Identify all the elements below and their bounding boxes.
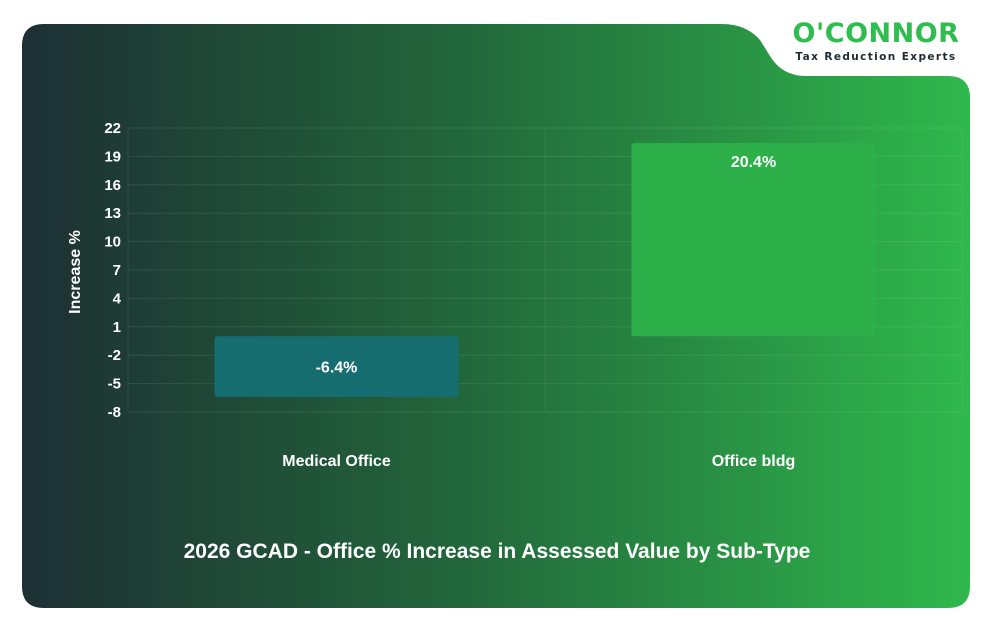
chart-title: 2026 GCAD - Office % Increase in Assesse…: [183, 540, 811, 563]
y-tick-label: 1: [113, 319, 121, 336]
y-tick-label: 16: [104, 177, 121, 194]
y-tick-label: 22: [104, 120, 121, 137]
brand-logo: O'CONNOR Tax Reduction Experts: [776, 18, 976, 70]
brand-name: O'CONNOR: [792, 18, 960, 49]
y-tick-label: -2: [108, 347, 121, 364]
y-tick-label: 4: [113, 290, 122, 307]
bar-series: -6.4% 20.4%: [214, 143, 876, 397]
y-axis: 22 19 16 13 10 7 4 1 -2 -5 -8: [104, 120, 121, 421]
y-tick-label: 13: [104, 205, 121, 222]
data-label: -6.4%: [316, 360, 358, 377]
x-tick-label: Medical Office: [282, 453, 391, 470]
y-tick-label: 19: [104, 148, 121, 165]
x-tick-label: Office bldg: [712, 453, 796, 470]
brand-tagline: Tax Reduction Experts: [795, 51, 957, 63]
y-tick-label: -5: [108, 376, 121, 393]
y-axis-label: Increase %: [67, 230, 84, 314]
x-axis: Medical Office Office bldg: [282, 453, 795, 470]
bar-office-bldg: [631, 143, 876, 337]
y-tick-label: -8: [108, 404, 121, 421]
y-tick-label: 7: [113, 262, 121, 279]
data-label: 20.4%: [731, 154, 776, 171]
bar-medical-office: [214, 336, 459, 397]
y-tick-label: 10: [104, 234, 121, 251]
